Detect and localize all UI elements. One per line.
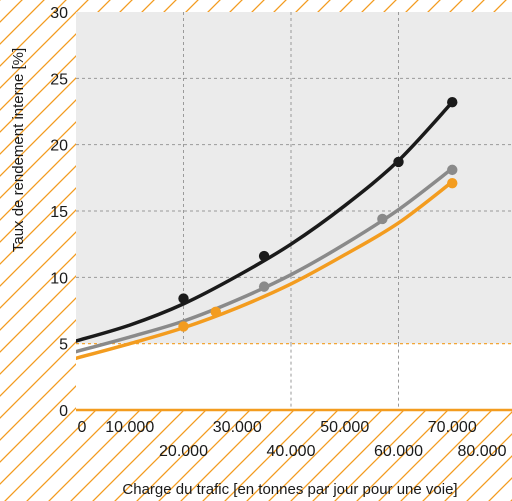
x-axis-title: Charge du trafic [en tonnes par jour pou… xyxy=(122,481,457,498)
y-tick-label: 5 xyxy=(59,337,68,354)
series-1-point xyxy=(178,293,189,304)
series-2-point xyxy=(377,213,388,225)
y-tick-label: 20 xyxy=(50,138,68,155)
x-tick-label: 20.000 xyxy=(159,443,208,460)
x-tick-label: 50.000 xyxy=(320,419,369,436)
x-tick-label: 40.000 xyxy=(267,443,316,460)
y-tick-label: 25 xyxy=(50,71,68,88)
series-2-point xyxy=(258,281,270,292)
threshold-region xyxy=(76,343,512,412)
series-1-point xyxy=(393,156,404,168)
series-3-point xyxy=(447,177,458,189)
series-3-line xyxy=(76,180,454,361)
threshold-region-fill xyxy=(76,343,512,410)
x-tick-label: 30.000 xyxy=(213,419,262,436)
x-tick-label: 10.000 xyxy=(105,419,154,436)
series-1-point xyxy=(258,250,270,262)
y-tick-label: 15 xyxy=(50,204,68,221)
x-tick-label: 60.000 xyxy=(374,443,423,460)
series-3-point xyxy=(210,306,221,318)
y-tick-label: 0 xyxy=(59,403,68,420)
series-layer xyxy=(76,97,458,361)
x-tick-label: 80.000 xyxy=(458,443,507,460)
y-tick-label: 30 xyxy=(50,5,68,22)
tick-labels: 0 5 10 15 20 25 30 0 10.000 30.000 50.000 70.000 20.… xyxy=(50,5,506,460)
y-axis-title: Taux de rendement interne [%] xyxy=(10,48,27,252)
y-tick-label: 10 xyxy=(50,270,68,287)
series-2-point xyxy=(447,164,458,176)
x-tick-label: 0 xyxy=(78,419,87,436)
series-1-point xyxy=(447,97,458,108)
series-3-point xyxy=(178,321,189,332)
x-tick-label: 70.000 xyxy=(428,419,477,436)
